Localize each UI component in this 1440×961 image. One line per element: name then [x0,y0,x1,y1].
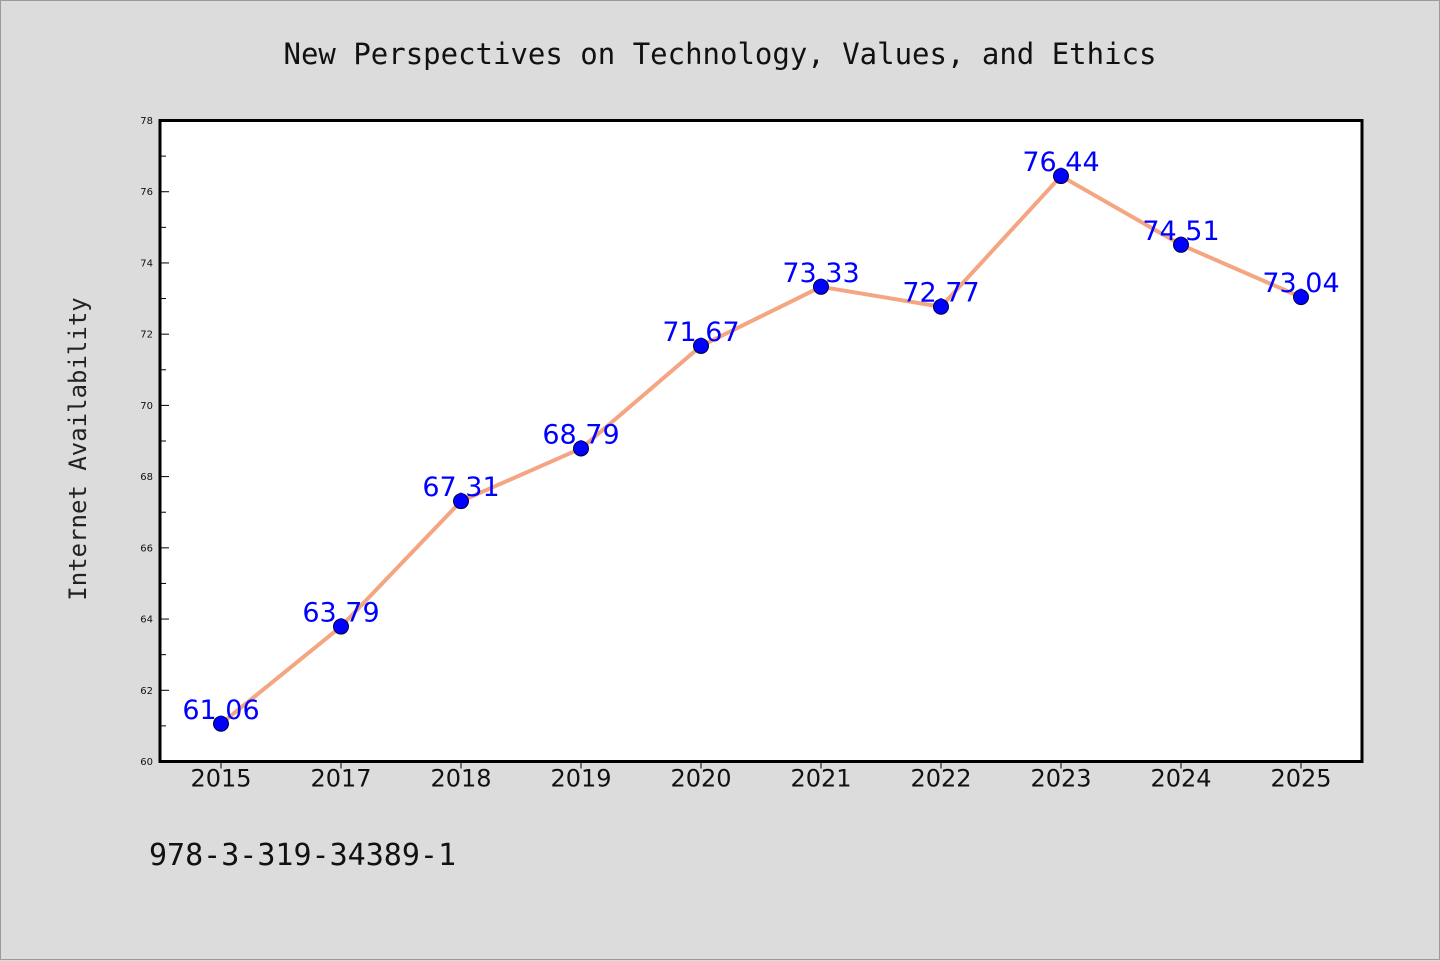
x-tick-label: 2025 [1270,765,1331,793]
y-tick-label: 68 [140,472,153,483]
y-tick-label: 70 [140,401,153,412]
data-label: 73.04 [1262,268,1339,299]
chart-title: New Perspectives on Technology, Values, … [284,37,1157,71]
isbn-code: 978-3-319-34389-1 [149,838,456,873]
data-point [1053,168,1069,185]
data-point [573,440,589,457]
y-tick-label: 74 [140,258,153,269]
y-tick-label: 72 [140,330,153,341]
plot-area [158,119,1364,763]
data-point [1173,236,1189,253]
data-labels: 61.06 63.79 67.31 68.79 71.67 73.33 72.77 76.44… [182,147,1339,726]
y-tick-label: 62 [140,686,153,697]
y-axis-label: Internet Availability [64,297,92,600]
data-point [333,618,349,635]
series-line [219,174,1303,726]
x-tick-label: 2020 [670,765,731,793]
x-tick-label: 2021 [790,765,851,793]
data-point [933,298,949,315]
data-label: 74.51 [1142,216,1219,247]
data-label: 67.31 [422,472,499,503]
x-tick-label: 2022 [910,765,971,793]
data-label: 72.77 [902,278,979,309]
data-label: 73.33 [782,258,859,289]
x-tick-label: 2019 [550,765,611,793]
x-tick-label: 2015 [190,765,251,793]
y-tick-label: 66 [140,543,153,554]
data-label: 63.79 [302,598,379,629]
data-point [453,493,469,510]
y-tick-label: 76 [140,187,153,198]
x-tick-label: 2023 [1030,765,1091,793]
data-series [213,168,1309,732]
data-point [693,337,709,354]
x-tick-label: 2024 [1150,765,1211,793]
x-tick-label: 2018 [430,765,491,793]
x-tick-label: 2017 [310,765,371,793]
y-axis: 60 62 64 66 68 70 72 74 76 78 [140,116,169,768]
data-label: 71.67 [662,317,739,348]
data-label: 68.79 [542,419,619,450]
data-point [1293,289,1309,306]
y-tick-label: 60 [140,757,153,768]
y-tick-label: 78 [140,116,153,127]
y-tick-label: 64 [140,615,153,626]
data-point [813,278,829,295]
data-label: 61.06 [182,695,259,726]
data-label: 76.44 [1022,147,1099,178]
x-axis: 2015 2017 2018 2019 2020 2021 2022 2023 2024 2025 [190,761,1332,793]
data-point [213,715,229,732]
